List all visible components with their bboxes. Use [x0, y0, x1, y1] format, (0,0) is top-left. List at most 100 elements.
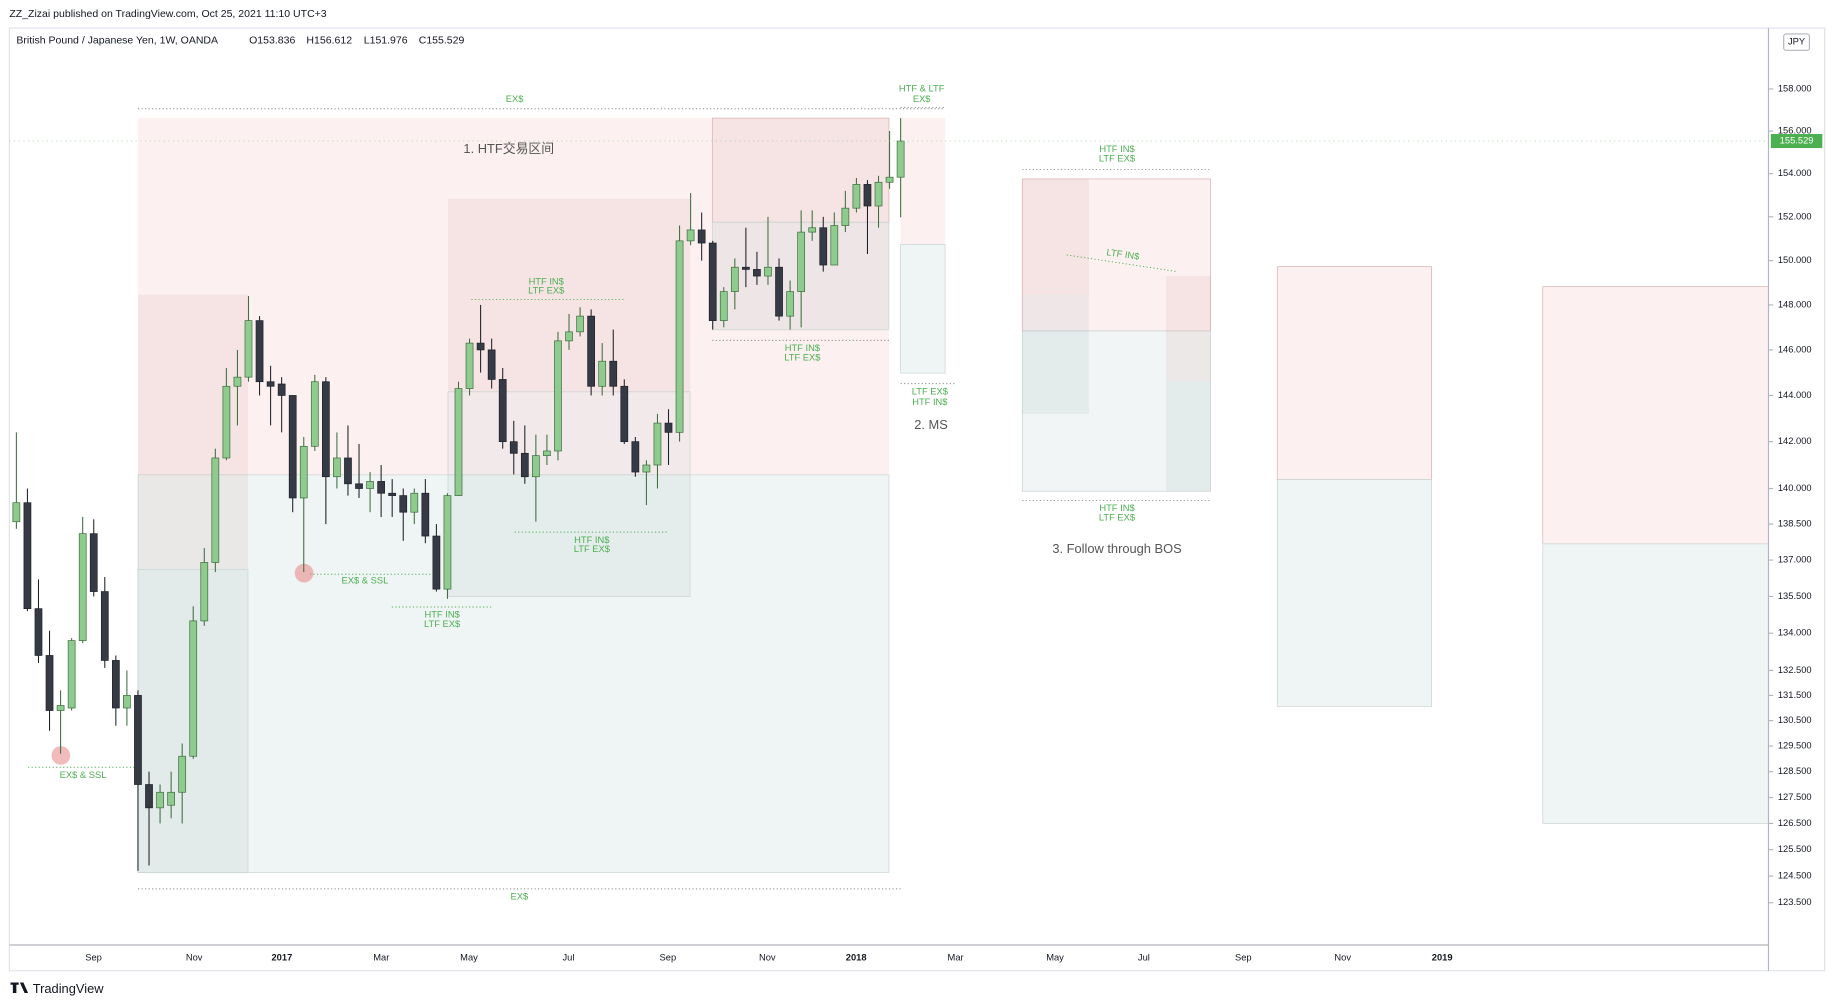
- y-tick-label: 138.500: [1778, 519, 1812, 529]
- publisher: ZZ_Zizai published on TradingView.com, O…: [9, 8, 326, 20]
- candle-body: [797, 231, 806, 292]
- candle-body: [322, 381, 330, 478]
- x-tick-label: Jul: [562, 952, 574, 962]
- footer-text: TradingView: [33, 981, 104, 996]
- candle-body: [299, 445, 308, 499]
- frame: [8, 27, 1826, 972]
- x-tick-label: Sep: [1235, 952, 1252, 962]
- x-tick-label: Mar: [373, 952, 389, 962]
- zone: [1542, 286, 1769, 545]
- candle-body: [255, 320, 264, 383]
- annotation: EX$: [510, 892, 528, 902]
- y-tick-label: 148.000: [1778, 299, 1812, 309]
- candle-body: [388, 492, 397, 496]
- candle-body: [178, 755, 187, 793]
- candle-body: [686, 229, 695, 242]
- x-tick-label: Sep: [85, 952, 102, 962]
- candle-body: [675, 240, 684, 433]
- candle-body: [786, 291, 794, 317]
- y-tick-label: 126.500: [1778, 818, 1812, 828]
- candle-body: [465, 342, 474, 389]
- zone: [1166, 276, 1211, 382]
- candle-body: [310, 381, 319, 447]
- y-tick-label: 128.500: [1778, 766, 1812, 776]
- zone: [1021, 178, 1211, 332]
- y-tick-label: 156.000: [1778, 126, 1812, 136]
- candle-body: [366, 481, 374, 489]
- candle-body: [697, 229, 706, 244]
- candle-body: [355, 483, 363, 489]
- zone: [447, 198, 691, 392]
- candle-body: [145, 784, 153, 809]
- annotation-texts: 1. HTF交易区间 2. MS 3. Follow through BOS E…: [60, 83, 1182, 901]
- candle-body: [23, 502, 32, 609]
- candle-body: [156, 791, 164, 809]
- x-tick-label: Nov: [1334, 952, 1351, 962]
- candle-body: [266, 381, 275, 387]
- zone: [1542, 543, 1769, 824]
- candle-body: [111, 660, 120, 709]
- x-tick-label: Jul: [1138, 952, 1150, 962]
- candle-body: [896, 140, 905, 178]
- candle-body: [775, 266, 783, 317]
- candle-body: [277, 383, 286, 396]
- candle-body: [642, 464, 651, 473]
- candle-body: [344, 457, 352, 485]
- candle-body: [399, 495, 408, 513]
- candle-body: [609, 360, 618, 387]
- x-tick-label: Nov: [759, 952, 776, 962]
- zone: [1276, 266, 1432, 480]
- candle-body: [620, 385, 629, 443]
- annotation: 2. MS: [914, 417, 948, 432]
- candle-body: [885, 176, 894, 183]
- candle-body: [587, 315, 595, 387]
- annotation: LTF EX$: [784, 352, 821, 362]
- footer: TradingView: [10, 981, 104, 996]
- candle-body: [532, 455, 540, 478]
- candle-body: [200, 562, 209, 622]
- y-tick-label: 135.500: [1778, 591, 1812, 601]
- candle-body: [454, 388, 463, 496]
- annotation: EX$: [913, 94, 931, 104]
- candle-body: [764, 266, 772, 277]
- annotation: LTF EX$: [1099, 154, 1136, 164]
- y-tick-label: 123.500: [1778, 897, 1812, 907]
- zone: [447, 391, 691, 597]
- x-tick-label: 2017: [271, 952, 292, 962]
- candle-body: [841, 207, 850, 226]
- y-tick-label: 129.500: [1778, 741, 1812, 751]
- candle-body: [100, 591, 109, 661]
- zone: [900, 118, 946, 245]
- candle-body: [576, 315, 584, 333]
- candle-body: [830, 225, 839, 266]
- candle-body: [288, 395, 297, 499]
- candle-body: [432, 535, 441, 590]
- candle-body: [167, 791, 175, 806]
- candle-body: [189, 620, 198, 757]
- candle-body: [211, 457, 220, 563]
- zone: [138, 294, 248, 570]
- legend-bg: [10, 29, 362, 53]
- ohlc: O153.836: [249, 35, 295, 47]
- ohlc: C155.529: [419, 35, 465, 47]
- candle-body: [520, 452, 529, 478]
- candle-body: [476, 342, 485, 351]
- y-tick-label: 146.000: [1778, 344, 1812, 354]
- annotation: HTF IN$: [1099, 144, 1135, 154]
- x-tick-label: May: [460, 952, 478, 962]
- y-tick-label: 142.000: [1778, 436, 1812, 446]
- y-tick-label: 140.000: [1778, 483, 1812, 493]
- x-tick-label: May: [1046, 952, 1064, 962]
- annotation: 1. HTF交易区间: [463, 141, 554, 156]
- y-tick-label: 131.500: [1778, 690, 1812, 700]
- annotation: LTF EX$: [528, 286, 565, 296]
- annotation: HTF IN$: [574, 535, 610, 545]
- y-tick-label: 132.500: [1778, 665, 1812, 675]
- level-line: [1066, 254, 1176, 272]
- y-tick-label: 127.500: [1778, 792, 1812, 802]
- candle-body: [742, 266, 750, 270]
- candle-body: [554, 340, 562, 452]
- candle-body: [543, 450, 551, 456]
- y-tick-label: 150.000: [1778, 255, 1812, 265]
- candle-body: [67, 640, 76, 709]
